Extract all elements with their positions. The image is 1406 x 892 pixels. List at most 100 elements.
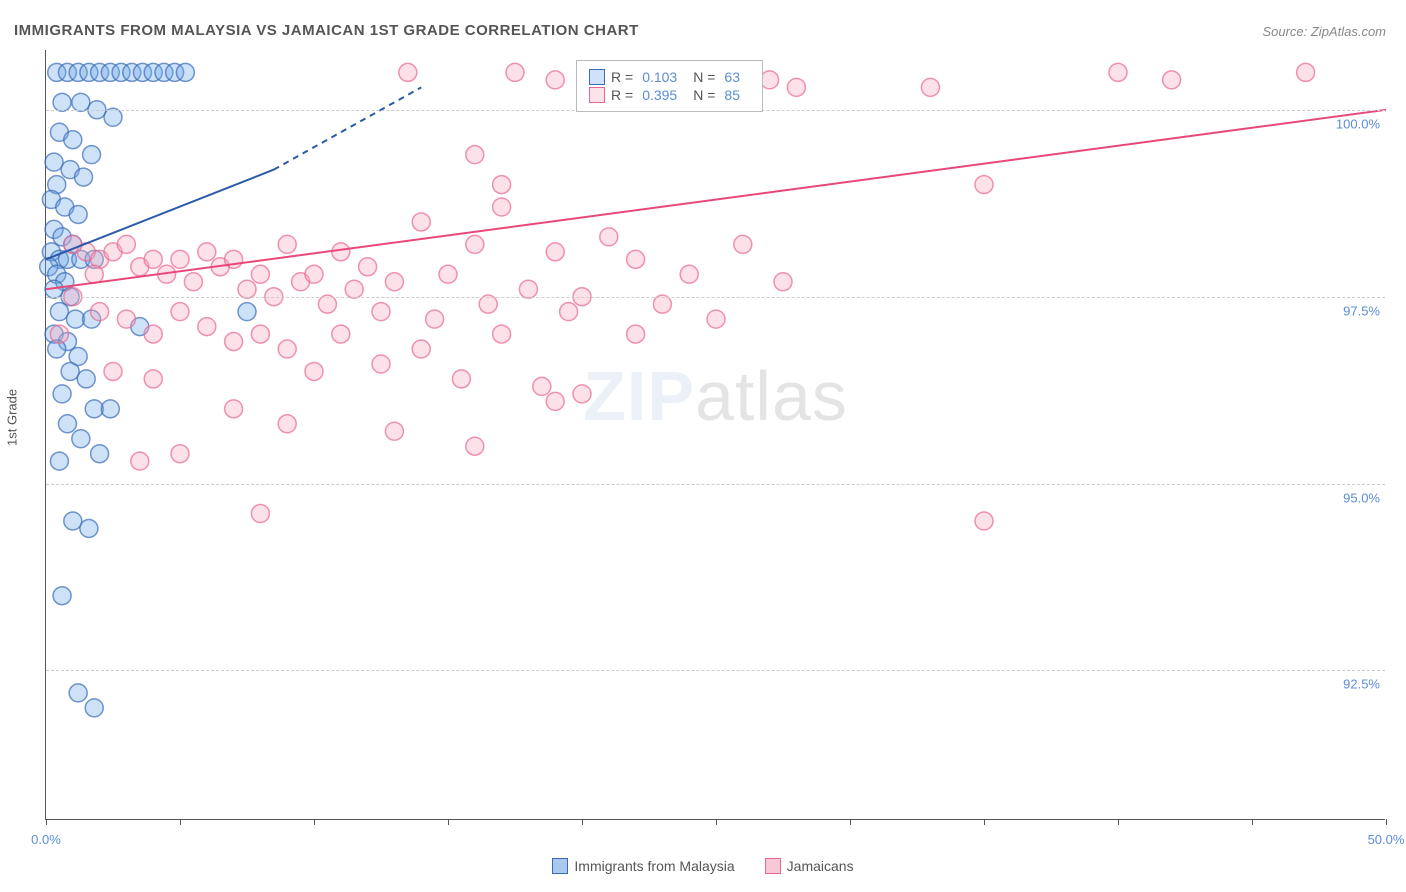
x-tick — [1118, 819, 1119, 825]
scatter-point — [75, 168, 93, 186]
scatter-point — [412, 213, 430, 231]
legend-label: Immigrants from Malaysia — [574, 858, 734, 874]
legend-row: R =0.395N =85 — [589, 87, 750, 103]
scatter-point — [171, 445, 189, 463]
scatter-point — [58, 415, 76, 433]
y-tick-label: 97.5% — [1343, 303, 1380, 318]
scatter-point — [707, 310, 725, 328]
scatter-point — [345, 280, 363, 298]
scatter-point — [50, 452, 68, 470]
scatter-point — [238, 280, 256, 298]
scatter-point — [787, 78, 805, 96]
scatter-point — [627, 325, 645, 343]
scatter-point — [921, 78, 939, 96]
scatter-point — [61, 362, 79, 380]
scatter-point — [385, 422, 403, 440]
x-tick — [582, 819, 583, 825]
scatter-point — [412, 340, 430, 358]
source-attribution: Source: ZipAtlas.com — [1262, 24, 1386, 39]
scatter-point — [1297, 63, 1315, 81]
chart-plot-area: ZIPatlas R =0.103N =63R =0.395N =85 92.5… — [45, 50, 1385, 820]
scatter-point — [53, 587, 71, 605]
scatter-point — [560, 303, 578, 321]
scatter-point — [85, 699, 103, 717]
scatter-point — [251, 325, 269, 343]
scatter-point — [69, 684, 87, 702]
x-tick-label: 0.0% — [31, 832, 61, 847]
x-tick — [984, 819, 985, 825]
scatter-point — [519, 280, 537, 298]
scatter-point — [77, 370, 95, 388]
scatter-point — [171, 303, 189, 321]
scatter-point — [466, 437, 484, 455]
x-tick — [46, 819, 47, 825]
scatter-point — [117, 235, 135, 253]
scatter-point — [493, 325, 511, 343]
legend-swatch — [552, 858, 568, 874]
correlation-legend: R =0.103N =63R =0.395N =85 — [576, 60, 763, 112]
y-tick-label: 100.0% — [1336, 116, 1380, 131]
scatter-point — [774, 273, 792, 291]
scatter-point — [72, 430, 90, 448]
legend-n-label: N = — [693, 87, 715, 103]
scatter-point — [117, 310, 135, 328]
x-tick — [180, 819, 181, 825]
legend-swatch — [765, 858, 781, 874]
x-tick — [716, 819, 717, 825]
scatter-point — [466, 235, 484, 253]
scatter-point — [85, 400, 103, 418]
scatter-point — [50, 303, 68, 321]
scatter-point — [359, 258, 377, 276]
scatter-point — [45, 153, 63, 171]
legend-r-value: 0.395 — [642, 87, 677, 103]
legend-label: Jamaicans — [787, 858, 854, 874]
x-tick — [314, 819, 315, 825]
scatter-point — [225, 333, 243, 351]
y-axis-label: 1st Grade — [5, 389, 20, 446]
scatter-point — [144, 370, 162, 388]
gridline — [46, 670, 1385, 671]
x-tick — [850, 819, 851, 825]
scatter-point — [372, 355, 390, 373]
scatter-point — [278, 235, 296, 253]
scatter-point — [1109, 63, 1127, 81]
scatter-point — [506, 63, 524, 81]
legend-item: Jamaicans — [765, 858, 854, 874]
chart-title: IMMIGRANTS FROM MALAYSIA VS JAMAICAN 1ST… — [14, 22, 639, 39]
scatter-point — [64, 512, 82, 530]
scatter-point — [144, 325, 162, 343]
scatter-point — [131, 452, 149, 470]
scatter-point — [171, 250, 189, 268]
scatter-point — [452, 370, 470, 388]
scatter-point — [66, 310, 84, 328]
scatter-point — [305, 265, 323, 283]
trend-line — [46, 110, 1386, 289]
series-legend: Immigrants from Malaysia Jamaicans — [0, 858, 1406, 874]
scatter-point — [69, 205, 87, 223]
y-tick-label: 95.0% — [1343, 490, 1380, 505]
scatter-point — [251, 265, 269, 283]
scatter-point — [305, 362, 323, 380]
scatter-point — [573, 385, 591, 403]
scatter-point — [426, 310, 444, 328]
legend-row: R =0.103N =63 — [589, 69, 750, 85]
scatter-point — [278, 415, 296, 433]
gridline — [46, 297, 1385, 298]
scatter-point — [104, 108, 122, 126]
legend-swatch — [589, 87, 605, 103]
scatter-point — [332, 243, 350, 261]
scatter-point — [104, 362, 122, 380]
scatter-point — [975, 512, 993, 530]
scatter-point — [546, 71, 564, 89]
legend-r-label: R = — [611, 87, 633, 103]
scatter-point — [627, 250, 645, 268]
scatter-plot-svg — [46, 50, 1385, 819]
scatter-point — [372, 303, 390, 321]
scatter-point — [184, 273, 202, 291]
scatter-point — [144, 250, 162, 268]
legend-item: Immigrants from Malaysia — [552, 858, 734, 874]
x-tick — [1386, 819, 1387, 825]
scatter-point — [734, 235, 752, 253]
scatter-point — [53, 93, 71, 111]
scatter-point — [80, 519, 98, 537]
